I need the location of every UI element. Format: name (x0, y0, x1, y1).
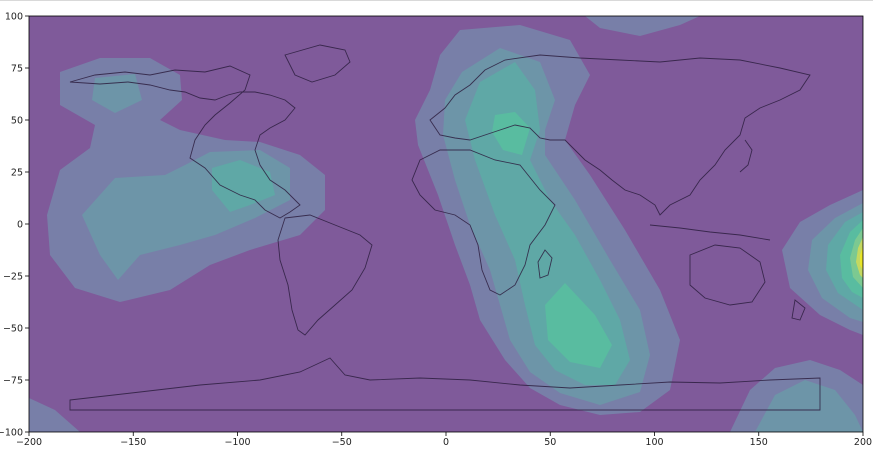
y-tick-label: 75 (11, 64, 23, 75)
x-tick-label: 150 (750, 437, 768, 448)
contour-band-south-left (29, 398, 80, 432)
coastline-madagascar (537, 249, 553, 279)
y-tick-label: 100 (5, 12, 23, 23)
contour-band-pacific-7 (860, 246, 863, 270)
contour-fills (29, 16, 863, 432)
y-tick-label: −50 (3, 324, 23, 335)
top-border-line (0, 0, 873, 1)
y-tick-label: 25 (11, 168, 23, 179)
coastline-japan (739, 139, 753, 173)
coastline-europe-asia (429, 54, 811, 216)
y-tick-label: −75 (3, 376, 23, 387)
contour-band-south-2 (755, 380, 863, 432)
contour-band-eurafrica-4 (492, 112, 530, 155)
x-tick-label: 100 (645, 437, 663, 448)
coastline-australia (689, 244, 766, 306)
coastline-indonesia (649, 224, 771, 241)
coastline-antarctica (69, 357, 821, 411)
x-tick-label: −150 (120, 437, 146, 448)
coastlines (69, 44, 821, 411)
coastline-africa (411, 149, 556, 296)
x-tick-label: −50 (332, 437, 352, 448)
contour-band-pacific-6 (856, 237, 863, 278)
x-tick-label: 0 (443, 437, 449, 448)
x-axis: −200 −150 −100 −50 0 50 100 150 200 (16, 432, 872, 448)
contour-band-arctic-1 (585, 16, 700, 36)
coastline-north-america (69, 65, 301, 219)
x-tick-label: −100 (224, 437, 250, 448)
y-tick-label: −100 (0, 428, 23, 439)
x-tick-label: 50 (544, 437, 556, 448)
x-tick-label: 200 (854, 437, 872, 448)
contour-band-americas-3 (212, 160, 275, 212)
y-tick-label: 0 (17, 220, 23, 231)
contour-band-southindian-3 (545, 283, 612, 368)
y-axis: 100 75 50 25 0 −25 −50 −75 −100 (0, 12, 29, 439)
y-tick-label: −25 (3, 272, 23, 283)
x-tick-label: −200 (16, 437, 42, 448)
y-tick-label: 50 (11, 116, 23, 127)
coastline-south-america (277, 214, 373, 336)
coastline-new-zealand (791, 299, 806, 321)
coastline-greenland (284, 44, 351, 83)
